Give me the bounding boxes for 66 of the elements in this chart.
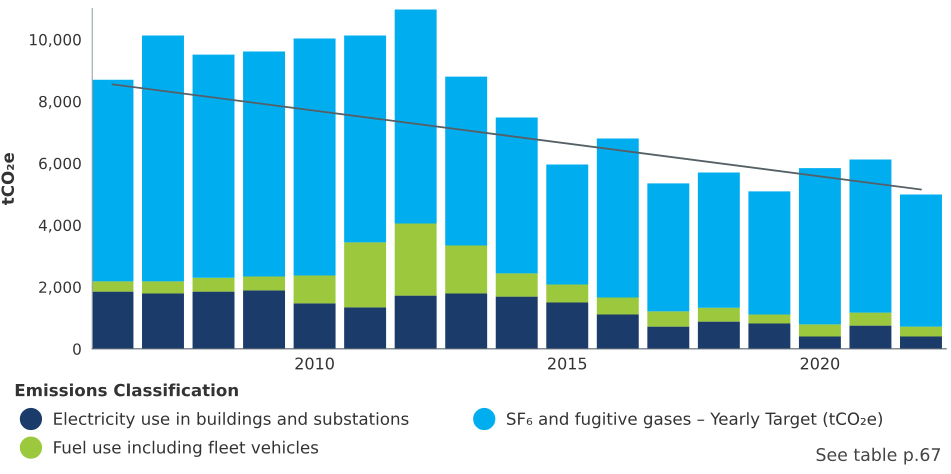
bar <box>192 54 234 278</box>
bar <box>294 38 336 276</box>
y-tick-label: 6,000 <box>39 158 81 171</box>
bar <box>445 76 488 246</box>
bar <box>647 183 690 312</box>
y-tick-label: 0 <box>73 343 81 355</box>
y-tick-label: 10,000 <box>30 34 81 48</box>
bar <box>445 293 488 349</box>
bar <box>798 168 841 324</box>
legend-title: Emissions Classification <box>16 383 238 396</box>
bar <box>192 278 234 292</box>
bar <box>900 326 942 336</box>
bar <box>849 160 892 313</box>
y-tick-label: 8,000 <box>39 96 81 109</box>
legend-label: SF₆ and fugitive gases – Yearly Target (tCO₂e) <box>507 412 882 428</box>
bar <box>748 314 790 324</box>
bar <box>496 296 538 349</box>
bar <box>596 138 639 298</box>
y-tick-label: 2,000 <box>39 281 81 295</box>
bar <box>92 281 134 292</box>
bar <box>900 336 942 349</box>
bar <box>900 194 942 327</box>
bar <box>698 308 740 322</box>
legend-label: Fuel use including fleet vehicles <box>54 440 318 457</box>
bar <box>92 292 134 349</box>
bar <box>243 276 286 290</box>
bar <box>748 323 790 349</box>
bar <box>546 302 588 349</box>
bar <box>748 191 790 315</box>
bar <box>294 276 336 304</box>
bar <box>142 293 184 349</box>
bar <box>394 296 437 349</box>
bar <box>496 273 538 297</box>
bar <box>394 9 437 224</box>
y-tick-label: 4,000 <box>38 220 81 233</box>
bar <box>647 311 690 327</box>
bar <box>496 117 538 274</box>
bar <box>798 336 841 349</box>
bar <box>596 298 639 315</box>
bar <box>546 284 588 302</box>
bar <box>142 281 184 294</box>
bar <box>698 172 740 308</box>
bar <box>546 164 588 285</box>
bar <box>798 324 841 336</box>
x-tick-label: 2020 <box>800 357 840 370</box>
bar <box>192 292 234 349</box>
text: See table p.67 <box>816 448 940 465</box>
bar <box>849 312 892 326</box>
bar <box>243 52 286 276</box>
bar <box>344 35 386 242</box>
bar <box>294 303 336 349</box>
legend-label: Electricity use in buildings and substations <box>54 412 408 428</box>
x-tick-label: 2015 <box>548 357 586 370</box>
bar <box>243 290 286 349</box>
bar <box>142 35 184 282</box>
x-tick-label: 2010 <box>295 357 334 370</box>
bar <box>344 242 386 308</box>
bar <box>596 314 639 349</box>
bar <box>647 326 690 349</box>
bar <box>849 326 892 349</box>
bar <box>445 246 488 294</box>
bar <box>344 307 386 349</box>
y-axis-title: tCO₂e <box>1 153 14 205</box>
bar <box>92 80 134 282</box>
bar <box>698 322 740 349</box>
bar <box>394 224 437 296</box>
